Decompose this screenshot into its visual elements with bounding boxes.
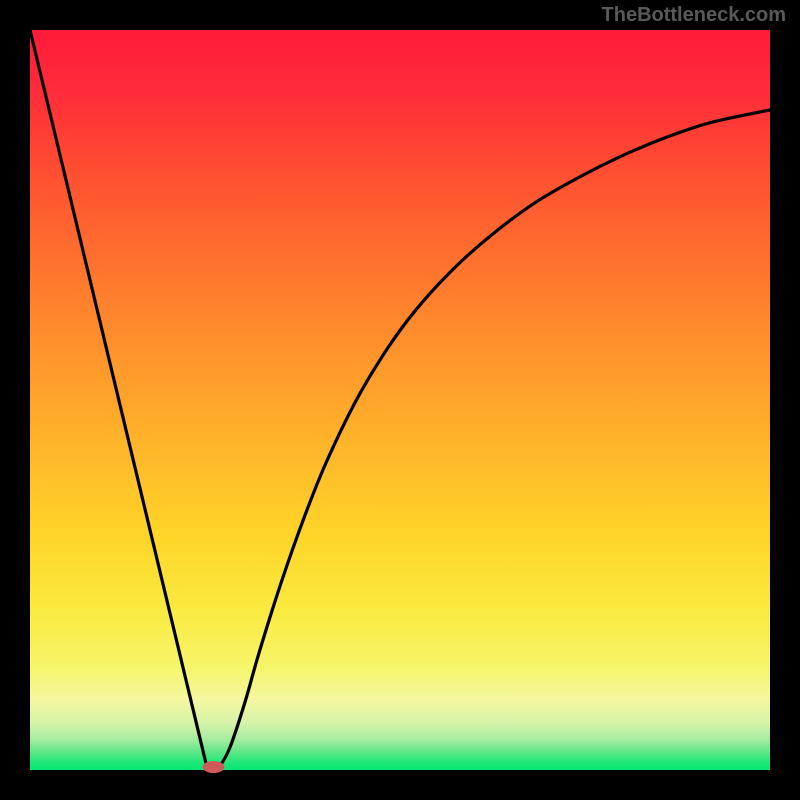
plot-svg [0,0,800,800]
optimal-marker [203,761,225,773]
bottleneck-chart: TheBottleneck.com [0,0,800,800]
watermark-label: TheBottleneck.com [602,4,786,27]
